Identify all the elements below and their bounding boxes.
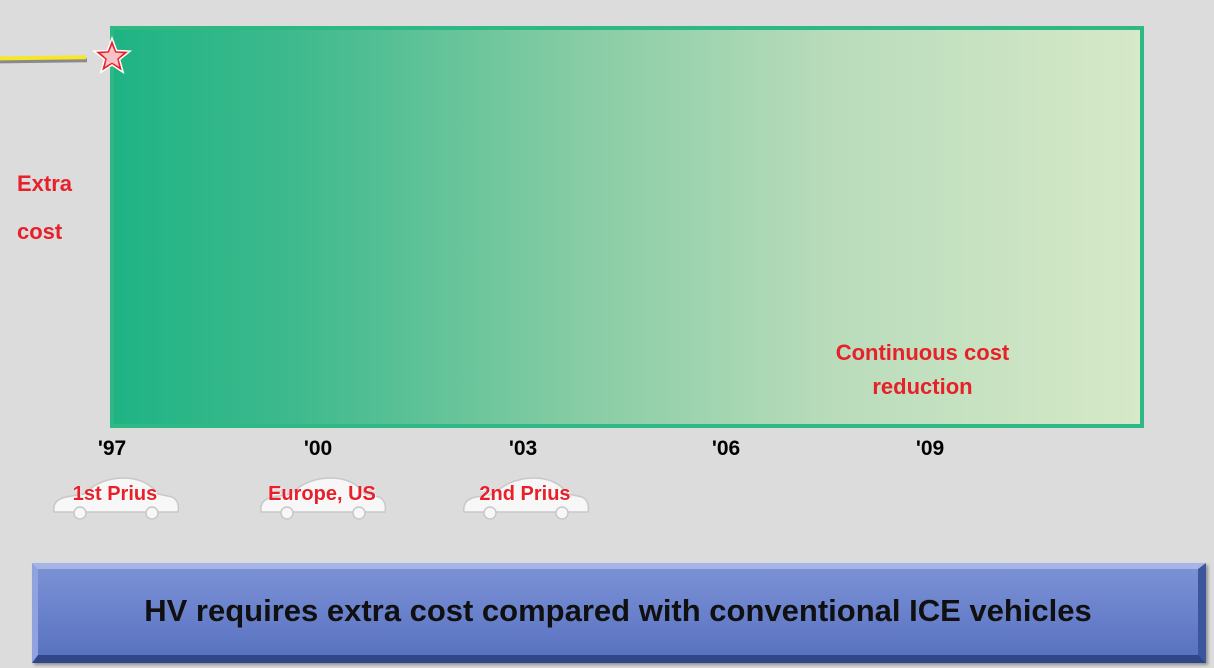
y-axis-label: Extra cost <box>17 171 73 244</box>
x-tick-03: '03 <box>508 437 538 460</box>
x-tick-00: '00 <box>303 437 333 460</box>
conclusion-banner: HV requires extra cost compared with con… <box>32 563 1206 663</box>
milestone-label: 1st Prius <box>72 483 158 505</box>
milestone-car-europe-us: Europe, US <box>255 470 389 522</box>
car-icon <box>53 477 180 520</box>
annotation-continuous-cost-reduction: Continuous cost reduction <box>835 340 1010 399</box>
cost-arrow-0-shadow <box>0 58 88 64</box>
banner-text: HV requires extra cost compared with con… <box>144 593 1092 628</box>
star-marker-0 <box>91 35 133 75</box>
x-tick-97: '97 <box>97 437 127 460</box>
plot-area <box>110 26 1144 428</box>
car-icon <box>463 477 590 520</box>
x-tick-09: '09 <box>915 437 945 460</box>
x-tick-06: '06 <box>711 437 741 460</box>
car-icon <box>260 477 387 520</box>
milestone-label: Europe, US <box>268 483 376 505</box>
milestone-label: 2nd Prius <box>479 483 571 505</box>
milestone-car-2nd-prius: 2nd Prius <box>458 470 592 522</box>
cost-arrow-0 <box>0 55 87 61</box>
milestone-car-1st-prius: 1st Prius <box>48 470 182 522</box>
